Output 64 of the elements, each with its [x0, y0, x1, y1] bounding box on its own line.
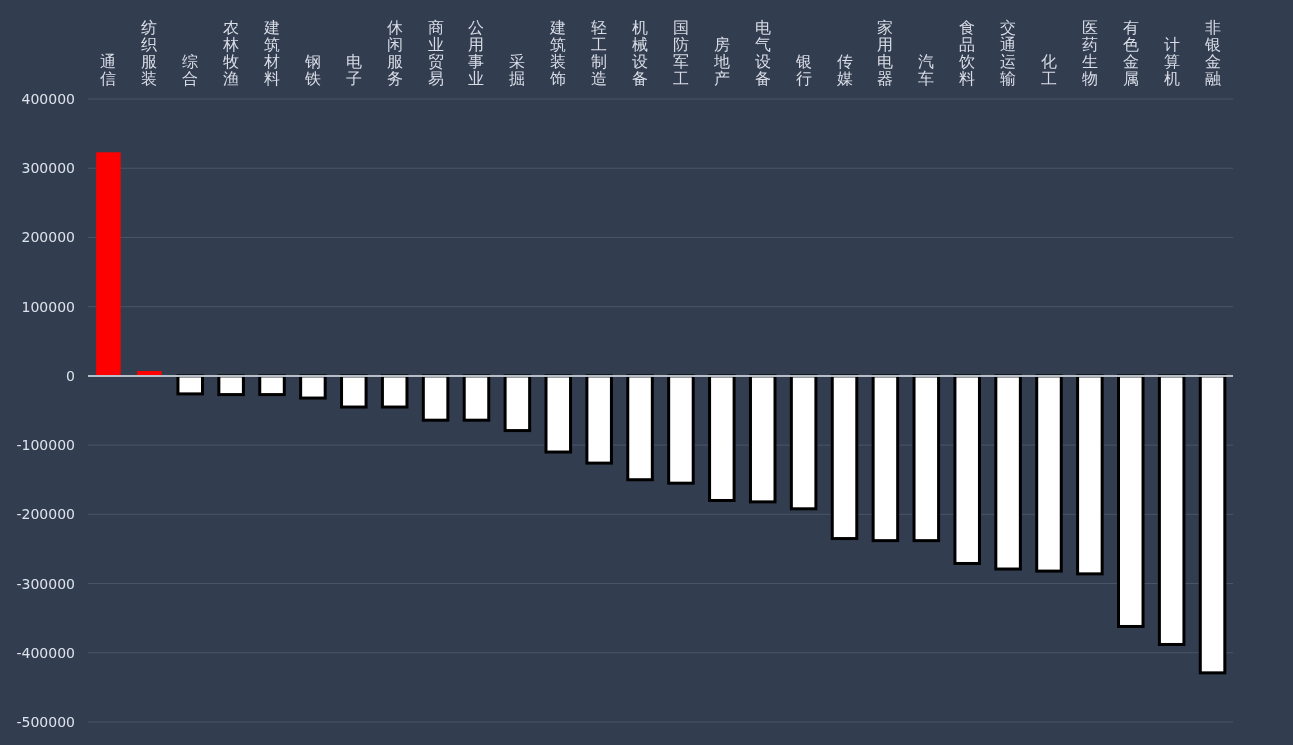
bar: [994, 374, 1022, 571]
x-tick-label: 医药生物: [1081, 18, 1098, 88]
bar: [421, 374, 450, 422]
bar: [748, 374, 777, 504]
x-tick-label: 国防军工: [672, 18, 689, 88]
x-tick-label: 采掘: [509, 52, 526, 88]
x-tick-label: 房地产: [712, 35, 730, 88]
x-tick-label: 通信: [100, 52, 117, 88]
bar: [176, 374, 204, 396]
x-tick-label: 交通运输: [1000, 18, 1017, 88]
bar: [380, 374, 409, 409]
x-tick-label: 综合: [182, 52, 199, 88]
y-tick-label: 300000: [21, 160, 75, 177]
bar: [789, 374, 818, 511]
y-tick-label: 0: [66, 367, 75, 384]
bar: [258, 374, 286, 397]
bar: [585, 374, 613, 465]
x-tick-label: 电气设备: [754, 18, 771, 88]
x-tick-label: 机械设备: [632, 18, 649, 88]
bar: [1198, 374, 1227, 675]
x-tick-label: 建筑材料: [263, 18, 281, 88]
bar: [217, 374, 245, 397]
bar: [708, 374, 736, 502]
x-tick-label: 建筑装饰: [549, 18, 567, 88]
bar: [1157, 374, 1186, 646]
x-tick-label: 汽车: [918, 52, 935, 88]
x-tick-label: 休闲服务: [386, 18, 403, 88]
x-tick-label: 食品饮料: [958, 18, 976, 88]
y-tick-label: 400000: [21, 91, 75, 107]
bar: [340, 374, 368, 409]
x-tick-label: 轻工制造: [591, 18, 608, 88]
y-tick-label: -300000: [16, 575, 75, 592]
bar: [912, 374, 941, 543]
bar: [626, 374, 654, 482]
y-tick-label: -100000: [16, 437, 75, 454]
bar: [953, 374, 981, 565]
x-tick-label: 农林牧渔: [222, 18, 240, 88]
x-tick-label: 商业贸易: [427, 18, 444, 88]
bar: [299, 374, 327, 400]
y-tick-label: 100000: [21, 298, 75, 315]
bar: [871, 374, 900, 543]
y-tick-label: -200000: [16, 506, 75, 523]
x-tick-label: 家用电器: [877, 18, 894, 88]
x-tick-label: 传媒: [836, 52, 853, 88]
x-tick-label: 银行: [794, 52, 812, 88]
x-tick-label: 电子: [345, 52, 362, 88]
bar: [1117, 374, 1145, 628]
x-tick-label: 公用事业: [468, 18, 485, 88]
bar: [667, 374, 695, 485]
bar: [544, 374, 573, 454]
y-tick-label: -400000: [16, 644, 75, 661]
x-tick-label: 计算机: [1163, 35, 1180, 88]
bar: [462, 374, 491, 422]
bar: [503, 374, 532, 433]
y-tick-label: -500000: [16, 714, 75, 730]
x-tick-label: 非银金融: [1203, 18, 1221, 88]
x-tick-label: 钢铁: [303, 52, 321, 88]
y-tick-label: 200000: [21, 229, 75, 246]
bar: [1076, 374, 1104, 576]
x-tick-label: 化工: [1040, 52, 1057, 88]
x-tick-label: 有色金属: [1122, 18, 1139, 88]
x-tick-label: 纺织服装: [141, 18, 158, 88]
bar: [1035, 374, 1063, 573]
bar: [830, 374, 859, 541]
